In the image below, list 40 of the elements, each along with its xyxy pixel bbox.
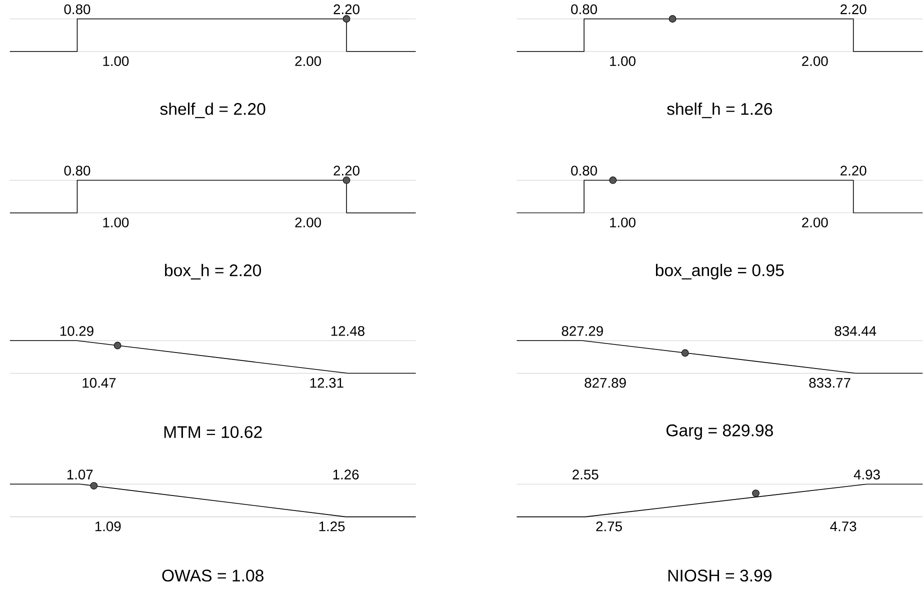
x2-tick-label: 0.80 [571,166,598,176]
x2-tick-label: 1.07 [67,470,93,480]
x-axis-title: shelf_d = 2.20 [160,102,266,118]
x2-tick-label: 0.80 [571,4,598,14]
x2-tick-label: 2.55 [572,470,598,480]
x2-tick-label: 10.29 [60,326,94,336]
x-tick-label: 2.00 [802,218,828,228]
x-tick-label: 2.00 [295,56,321,66]
x-tick-label: 1.25 [319,521,345,532]
x2-tick-label: 12.48 [331,326,364,336]
x-tick-label: 2.00 [295,218,321,228]
x-tick-label: 1.09 [95,521,121,532]
x-tick-label: 12.31 [310,378,344,388]
x-tick-label: 4.73 [830,521,856,532]
x-axis-title: box_angle = 0.95 [656,264,784,280]
x-axis-title: OWAS = 1.08 [162,570,264,582]
x2-tick-label: 2.20 [840,166,866,176]
x-tick-label: 1.00 [103,218,129,228]
x2-tick-label: 0.80 [64,4,90,14]
x2-tick-label: 1.26 [333,470,359,480]
x2-tick-label: 834.44 [834,326,876,336]
x-axis-title: NIOSH = 3.99 [668,570,772,582]
x-axis-title: shelf_h = 1.26 [667,102,772,118]
x-tick-label: 1.00 [610,56,636,66]
x-tick-label: 1.00 [103,56,129,66]
x2-tick-label: 4.93 [854,470,880,480]
x2-tick-label: 0.80 [64,166,90,176]
x2-tick-label: 2.20 [334,166,360,176]
x2-tick-label: 2.20 [840,4,866,14]
x-tick-label: 2.75 [596,521,622,532]
x2-tick-label: 2.20 [334,4,360,14]
x-tick-label: 2.00 [802,56,828,66]
x-axis-title: box_h = 2.20 [165,264,262,280]
x-axis-title: Garg = 829.98 [666,424,773,440]
x-tick-label: 1.00 [610,218,636,228]
x-tick-label: 10.47 [82,378,116,388]
x2-tick-label: 827.29 [562,326,603,336]
x-axis-title: MTM = 10.62 [164,426,262,438]
x-tick-label: 827.89 [584,378,626,388]
x-tick-label: 833.77 [809,378,850,388]
